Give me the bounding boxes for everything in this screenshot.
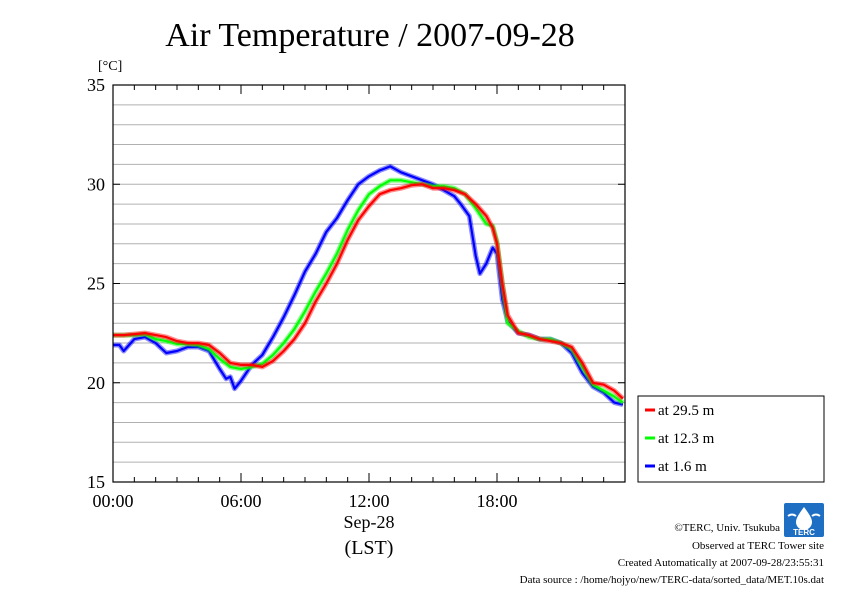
y-tick-label: 15 (87, 472, 105, 492)
y-axis: 15 20 25 30 35 (87, 75, 625, 492)
x-tick-label: 06:00 (220, 491, 261, 511)
x-tick-label: 18:00 (476, 491, 517, 511)
series-layer (113, 163, 625, 408)
legend-label: at 29.5 m (658, 403, 715, 419)
y-tick-label: 20 (87, 373, 105, 393)
series-line-halo (113, 177, 625, 405)
footer-site: Observed at TERC Tower site (692, 540, 824, 552)
logo-droplet-icon (796, 507, 812, 530)
logo-text: TERC (793, 528, 815, 537)
footer-created: Created Automatically at 2007-09-28/23:5… (618, 557, 824, 569)
series-line (113, 179, 624, 404)
y-tick-label: 30 (87, 174, 105, 194)
footer-credits: ©TERC, Univ. Tsukuba Observed at TERC To… (520, 522, 824, 586)
x-axis: 00:00 06:00 12:00 18:00 (92, 85, 626, 511)
footer-source: Data source : /home/hojyo/new/TERC-data/… (520, 574, 824, 586)
footer-copyright: ©TERC, Univ. Tsukuba (674, 522, 780, 534)
legend: at 29.5 m at 12.3 m at 1.6 m (637, 395, 825, 483)
y-tick-label: 25 (87, 274, 105, 294)
series-line-halo (113, 163, 624, 408)
x-tick-label: 00:00 (92, 491, 133, 511)
logo-wave-icon (787, 513, 821, 517)
series-line (113, 165, 624, 406)
y-axis-unit: [°C] (98, 59, 122, 74)
x-axis-date: Sep-28 (344, 512, 395, 532)
x-axis-label: (LST) (345, 537, 394, 559)
legend-box (637, 395, 825, 483)
grid-lines (113, 104, 625, 463)
series-line (113, 183, 624, 400)
x-tick-label: 12:00 (348, 491, 389, 511)
legend-label: at 12.3 m (658, 431, 715, 447)
series-line-halo (113, 181, 625, 401)
chart-title: Air Temperature / 2007-09-28 (165, 17, 575, 54)
y-tick-label: 35 (87, 75, 105, 95)
legend-label: at 1.6 m (658, 459, 707, 475)
terc-logo: TERC (784, 503, 824, 537)
